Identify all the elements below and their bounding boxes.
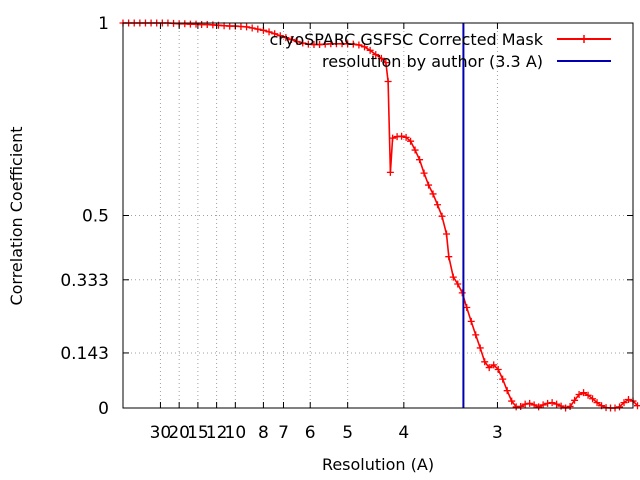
data-point [248, 24, 256, 32]
legend-label-author: resolution by author (3.3 A) [322, 52, 543, 71]
data-point [575, 391, 583, 399]
data-point [449, 273, 457, 281]
x-tick-label: 15 [187, 423, 209, 443]
data-point [467, 317, 475, 325]
legend: cryoSPARC GSFSC Corrected Mask resolutio… [269, 30, 611, 71]
x-tick-label: 8 [258, 423, 269, 443]
data-point [548, 399, 556, 407]
data-point [445, 253, 453, 261]
data-point [382, 59, 390, 67]
data-point [265, 28, 273, 36]
y-tick-label: 0.143 [60, 344, 109, 364]
data-point [535, 403, 543, 411]
legend-label-fsc: cryoSPARC GSFSC Corrected Mask [269, 30, 543, 49]
data-point [494, 366, 502, 373]
fsc-line [123, 22, 639, 409]
data-point [490, 361, 498, 369]
data-point [416, 156, 424, 164]
data-point [276, 32, 284, 40]
data-point [411, 146, 419, 154]
y-tick-label: 0 [98, 399, 109, 419]
data-point [620, 399, 628, 407]
data-point [438, 212, 446, 220]
data-point [366, 46, 374, 54]
data-point [389, 134, 397, 142]
data-point [293, 37, 301, 45]
data-point [625, 396, 633, 404]
data-point [420, 169, 428, 177]
data-point [589, 395, 597, 403]
legend-marker-fsc [580, 35, 588, 43]
data-point [458, 289, 466, 297]
data-point [539, 401, 547, 409]
x-tick-label: 4 [398, 423, 409, 443]
data-point [299, 39, 307, 47]
data-point [349, 40, 357, 48]
x-tick-label: 7 [278, 423, 289, 443]
data-point [384, 78, 392, 86]
x-tick-label: 12 [206, 423, 228, 443]
data-point [288, 36, 296, 44]
data-point [553, 400, 561, 408]
data-point [544, 399, 552, 407]
data-point [443, 230, 451, 238]
x-tick-label: 6 [305, 423, 316, 443]
x-tick-label: 3 [492, 423, 503, 443]
y-tick-label: 0.333 [60, 271, 109, 291]
data-point [463, 304, 471, 312]
x-tick-label: 5 [342, 423, 353, 443]
x-tick-label: 10 [225, 423, 247, 443]
y-axis-title: Correlation Coefficient [7, 126, 26, 305]
data-point [402, 133, 410, 141]
data-point [499, 375, 507, 383]
data-point [526, 399, 534, 407]
data-point [521, 400, 529, 408]
data-point [517, 402, 525, 410]
data-point [398, 132, 406, 140]
data-point [355, 41, 363, 49]
data-point [372, 51, 380, 59]
x-tick-label: 30 [150, 423, 172, 443]
grid-lines [123, 23, 633, 408]
data-point [386, 168, 394, 176]
data-point [377, 54, 385, 62]
data-point [434, 201, 442, 209]
data-point [429, 190, 437, 198]
x-tick-label: 20 [168, 423, 190, 443]
data-point [407, 137, 415, 145]
data-point [476, 344, 484, 352]
data-point [508, 397, 516, 405]
y-tick-label: 1 [98, 14, 109, 34]
data-point [361, 43, 369, 51]
data-point [425, 181, 433, 189]
data-point [254, 25, 262, 33]
x-axis-title: Resolution (A) [322, 455, 434, 474]
y-ticks: 1 0.5 0.333 0.143 0 [60, 14, 633, 419]
data-point [503, 387, 511, 395]
data-point [616, 403, 624, 411]
data-point [566, 402, 574, 410]
data-point [485, 364, 493, 372]
data-point [271, 30, 279, 38]
data-point [481, 358, 489, 366]
data-point [472, 331, 480, 339]
data-point [580, 389, 588, 397]
data-point [282, 34, 290, 42]
y-tick-label: 0.5 [82, 207, 109, 227]
data-point [571, 396, 579, 404]
data-point [593, 399, 601, 407]
data-point [243, 23, 251, 31]
data-point [454, 280, 462, 288]
data-point [584, 391, 592, 399]
data-point [530, 401, 538, 409]
